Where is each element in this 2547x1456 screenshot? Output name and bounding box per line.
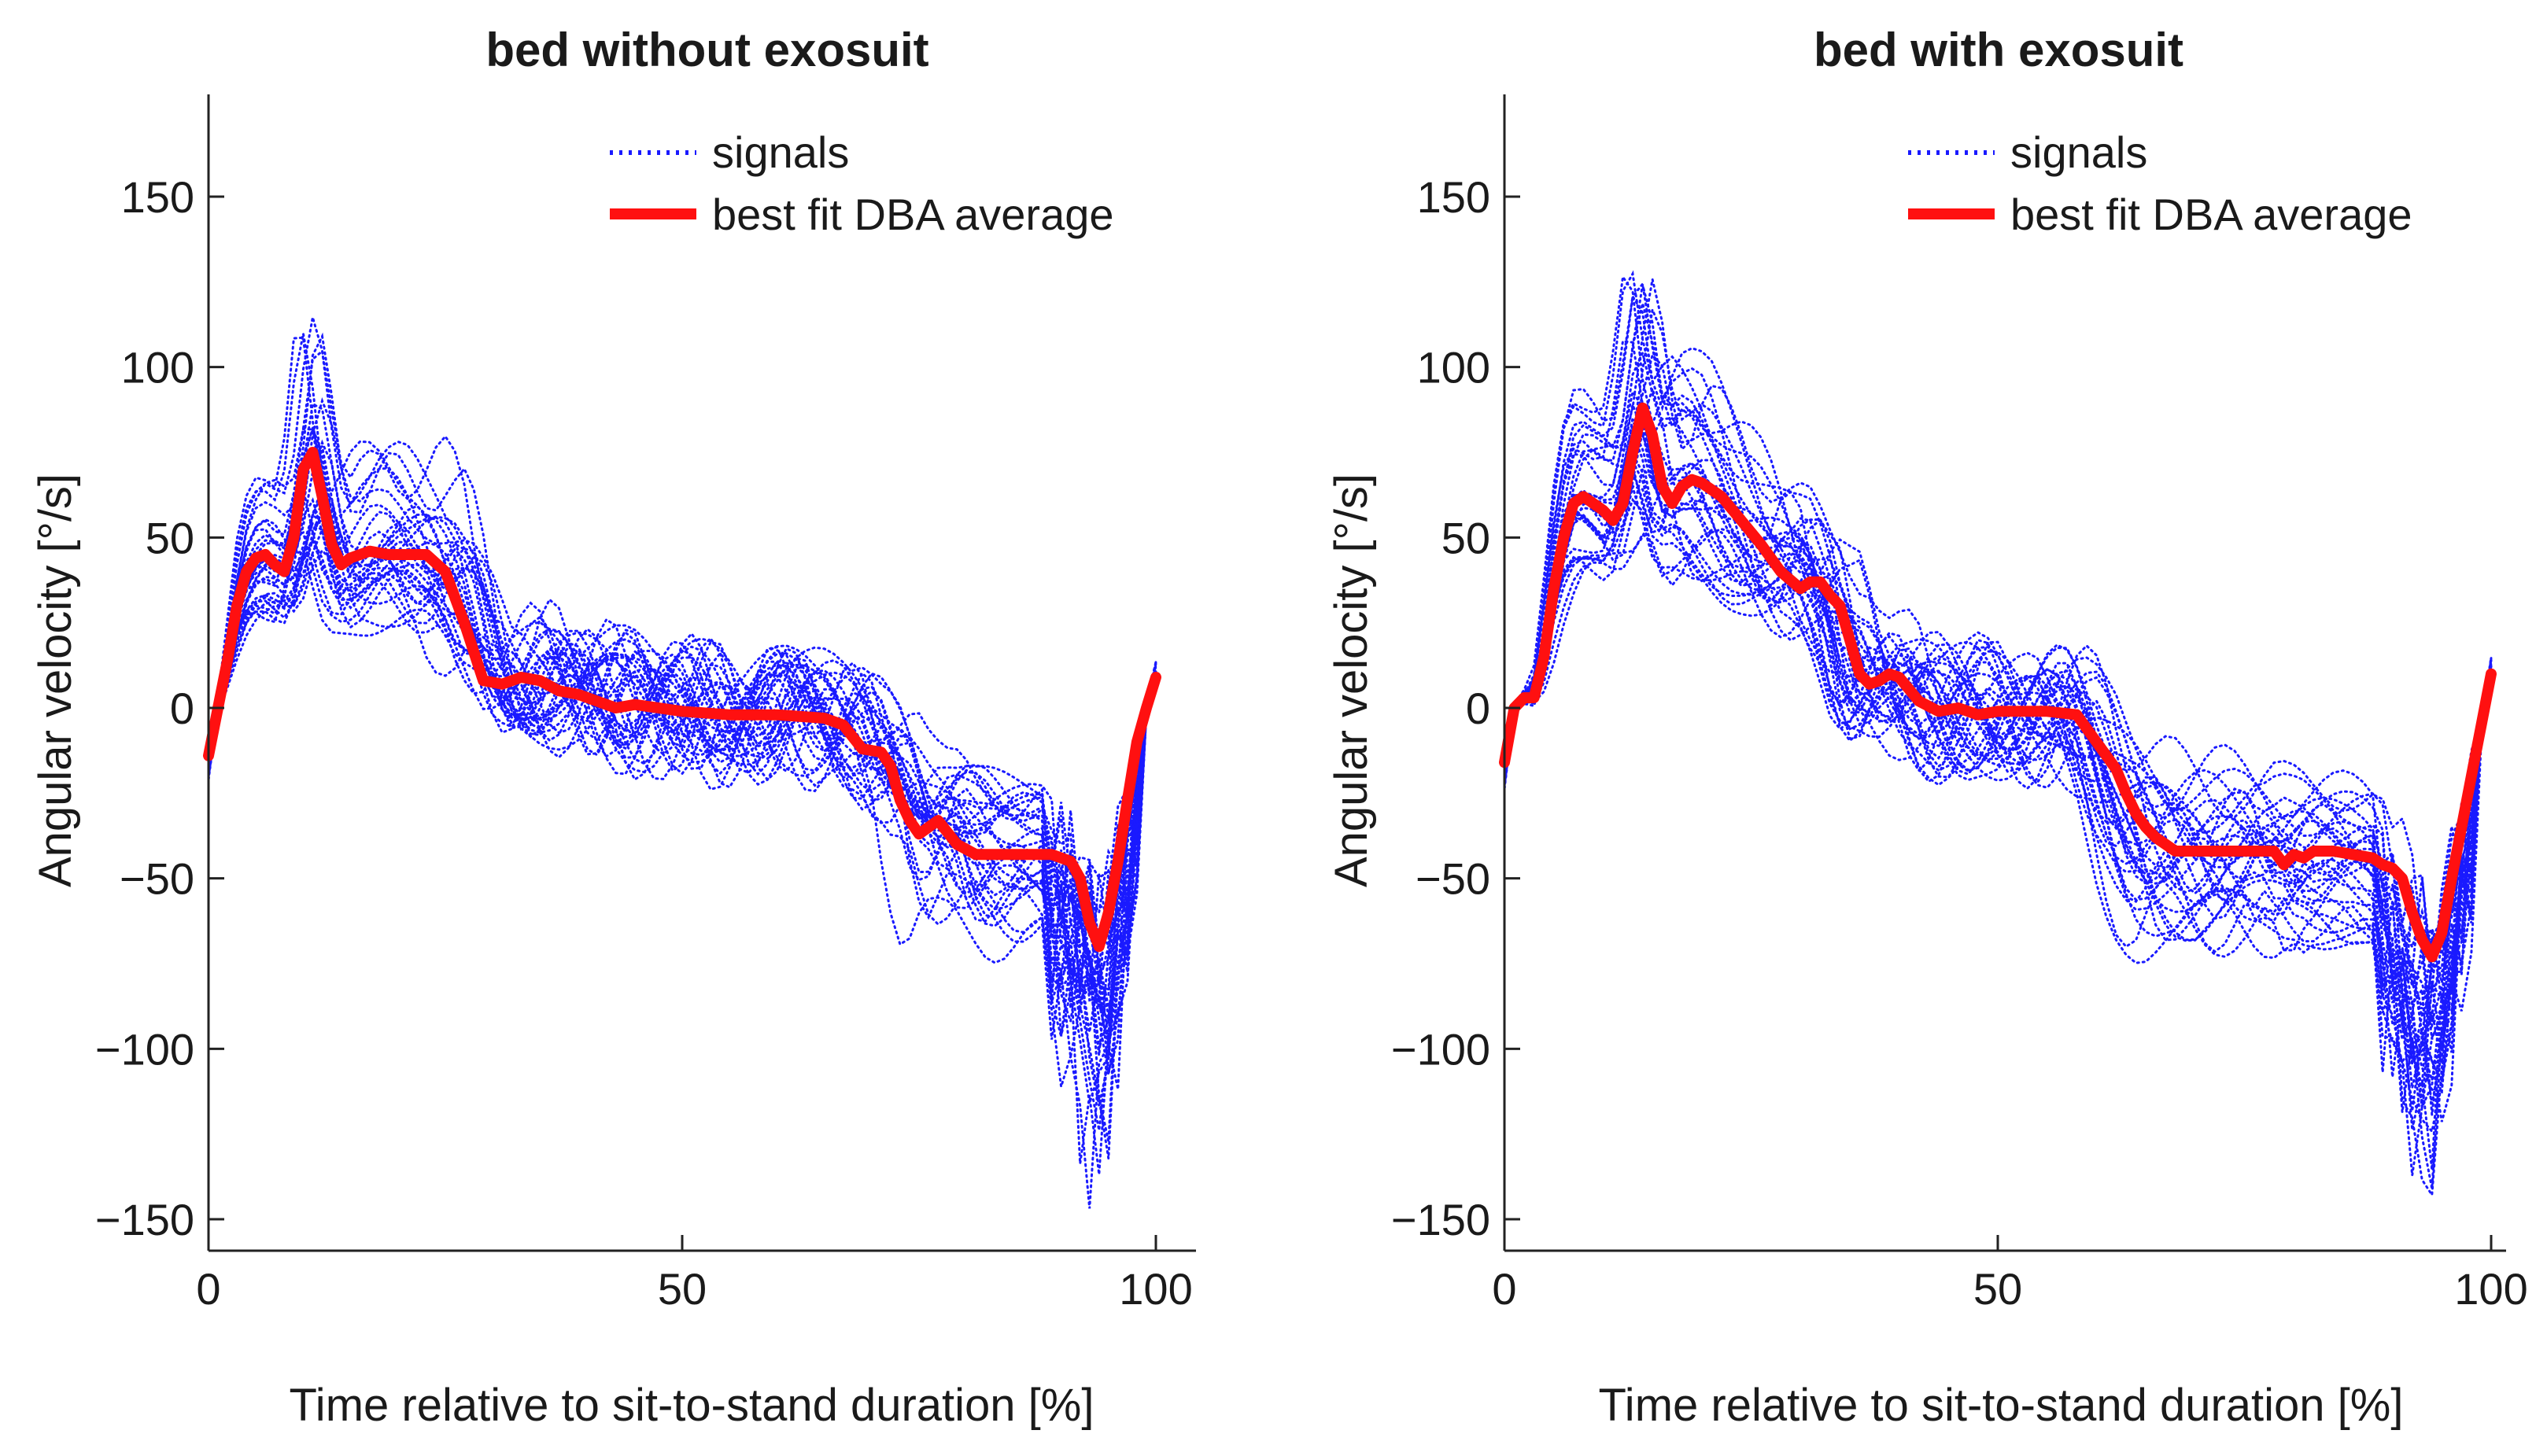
y-tick-label: −150 — [1391, 1195, 1490, 1244]
signal-line — [1503, 281, 2493, 1189]
legend-signals-label: signals — [712, 127, 849, 177]
signal-line — [1503, 424, 2493, 1056]
signal-line — [1503, 466, 2493, 1021]
y-tick-label: −50 — [120, 854, 194, 904]
y-axis-label: Angular velocity [°/s] — [1326, 474, 1377, 887]
x-tick-label: 50 — [658, 1264, 707, 1314]
chart-title: bed with exosuit — [1814, 24, 2183, 76]
legend: signals best fit DBA average — [610, 127, 1114, 239]
y-tick-label: −50 — [1416, 854, 1490, 904]
x-axis-label: Time relative to sit-to-stand duration [… — [1599, 1380, 2404, 1431]
legend: signals best fit DBA average — [1908, 127, 2412, 239]
signal-line — [207, 527, 1157, 997]
y-tick-label: 100 — [121, 343, 194, 393]
legend-average-label: best fit DBA average — [2010, 190, 2412, 239]
dba-average-line — [1499, 402, 2497, 963]
y-tick-label: 150 — [1417, 172, 1490, 222]
legend-average-label: best fit DBA average — [712, 190, 1114, 239]
x-ticks: 0 50 100 — [1492, 1235, 2528, 1314]
y-tick-label: 100 — [1417, 343, 1490, 393]
signal-line — [207, 538, 1157, 949]
x-tick-label: 100 — [1119, 1264, 1192, 1314]
y-tick-label: 150 — [121, 172, 194, 222]
signal-line — [1503, 278, 2493, 1111]
y-ticks: 150 100 50 0 −50 −100 −150 — [1391, 172, 1520, 1244]
x-ticks: 0 50 100 — [196, 1235, 1193, 1314]
chart-panel-without-exosuit: bed without exosuit 150 100 50 0 −50 −100 −150… — [30, 24, 1196, 1431]
signal-line — [207, 332, 1157, 1142]
signal-line — [1503, 349, 2493, 1081]
y-ticks: 150 100 50 0 −50 −100 −150 — [95, 172, 224, 1244]
x-axis-label: Time relative to sit-to-stand duration [… — [290, 1380, 1094, 1431]
signal-line — [207, 531, 1157, 990]
y-tick-label: 0 — [170, 684, 194, 733]
legend-signals-label: signals — [2010, 127, 2147, 177]
signal-line — [1503, 468, 2493, 1017]
y-tick-label: −100 — [1391, 1024, 1490, 1074]
x-tick-label: 50 — [1973, 1264, 2022, 1314]
y-tick-label: 50 — [1441, 513, 1490, 562]
x-tick-label: 0 — [1492, 1264, 1516, 1314]
dba-average-line — [203, 447, 1161, 953]
chart-panel-with-exosuit: bed with exosuit 150 100 50 0 −50 −100 −150 0 5… — [1326, 24, 2528, 1431]
signal-line — [1503, 421, 2493, 1108]
y-tick-label: −150 — [95, 1195, 194, 1244]
signal-line — [207, 427, 1157, 1107]
signal-line — [1503, 415, 2493, 1086]
signal-line — [207, 548, 1157, 1012]
signal-line — [207, 423, 1157, 1072]
signal-line — [207, 444, 1157, 1049]
x-tick-label: 100 — [2454, 1264, 2527, 1314]
signal-line — [1503, 352, 2493, 1115]
signal-line — [207, 554, 1157, 995]
chart-title: bed without exosuit — [485, 24, 928, 76]
x-tick-label: 0 — [196, 1264, 220, 1314]
signal-line — [207, 486, 1157, 995]
signal-line — [1503, 497, 2493, 973]
signal-line — [1503, 293, 2493, 1199]
y-tick-label: −100 — [95, 1024, 194, 1074]
signal-line — [207, 396, 1157, 1075]
signal-line — [1503, 303, 2493, 1170]
signal-line — [207, 425, 1157, 1011]
signal-line — [1503, 458, 2493, 991]
y-axis-label: Angular velocity [°/s] — [30, 474, 81, 887]
y-tick-label: 50 — [146, 513, 194, 562]
signal-line — [1503, 432, 2493, 990]
signal-line — [1503, 485, 2493, 1040]
y-tick-label: 0 — [1466, 684, 1490, 733]
signal-line — [1503, 270, 2493, 1134]
signal-line — [207, 446, 1157, 1017]
